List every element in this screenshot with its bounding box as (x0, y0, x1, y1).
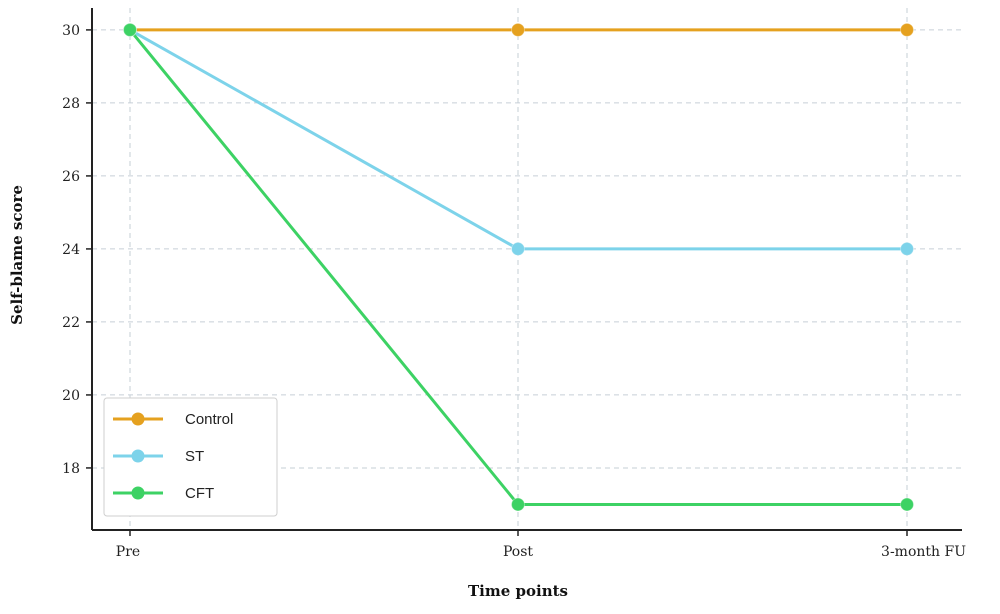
legend-label-control: Control (185, 411, 233, 428)
y-tick-label: 30 (62, 23, 80, 39)
legend-box (103, 397, 278, 517)
y-tick-label: 26 (62, 169, 80, 185)
legend-label-st: ST (185, 448, 204, 465)
x-tick-label: Pre (116, 544, 140, 560)
data-point-cft (123, 22, 137, 37)
data-point-st (900, 241, 914, 256)
legend-marker-st (131, 449, 145, 463)
y-tick-labels: 18 20 22 24 26 28 30 (62, 23, 80, 477)
legend-marker-cft (131, 486, 145, 500)
y-tick-label: 20 (62, 388, 80, 404)
x-axis-title: Time points (468, 582, 568, 600)
data-point-control (511, 22, 525, 37)
data-point-st (511, 241, 525, 256)
data-point-cft (511, 497, 525, 512)
legend: Control ST CFT (103, 397, 278, 517)
legend-label-cft: CFT (185, 485, 214, 502)
data-point-control (900, 22, 914, 37)
x-tick-labels: Pre Post 3-month FU (116, 544, 966, 560)
axes (91, 8, 962, 531)
y-tick-label: 28 (62, 96, 80, 112)
series-lines (123, 22, 914, 512)
x-tick-label: Post (503, 544, 533, 560)
legend-marker-control (131, 412, 145, 426)
y-axis-title: Self-blame score (8, 185, 26, 325)
y-tick-label: 24 (62, 242, 80, 258)
y-tick-label: 22 (62, 315, 80, 331)
data-point-cft (900, 497, 914, 512)
y-tick-label: 18 (62, 461, 80, 477)
x-tick-label: 3-month FU (881, 544, 966, 560)
